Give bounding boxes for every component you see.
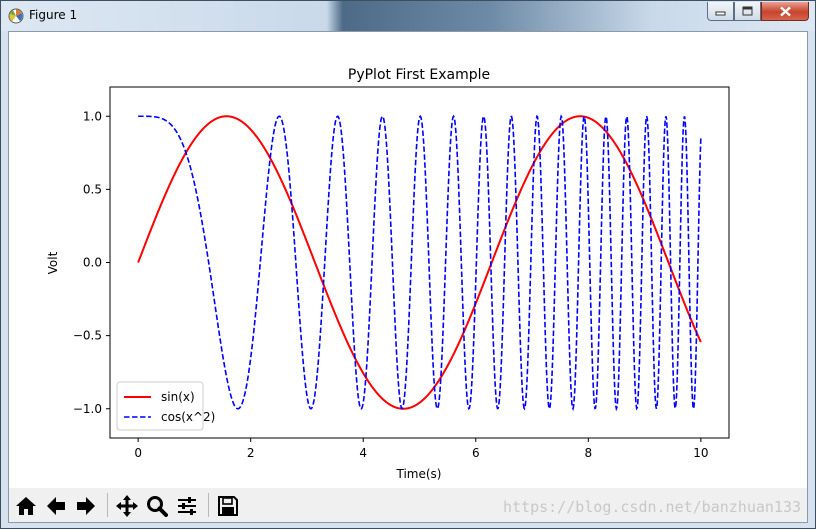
close-button[interactable]	[761, 2, 809, 21]
back-button[interactable]	[42, 492, 70, 520]
x-tick-label: 6	[472, 446, 480, 460]
back-icon	[47, 497, 65, 515]
y-axis-ticks: 1.0 0.5 0.0 −0.5 −1.0	[73, 109, 110, 416]
x-tick-label: 10	[693, 446, 708, 460]
y-tick-label: 0.0	[83, 256, 102, 270]
home-button[interactable]	[12, 492, 40, 520]
legend-box	[116, 381, 204, 431]
home-icon	[16, 497, 36, 515]
legend: sin(x) cos(x^2)	[116, 381, 215, 431]
pan-icon	[116, 495, 138, 517]
x-tick-label: 8	[584, 446, 592, 460]
title-bar[interactable]: Figure 1	[1, 1, 815, 31]
minimize-icon	[715, 11, 726, 15]
save-icon	[218, 496, 238, 516]
maximize-icon	[742, 6, 753, 16]
y-axis-label: Volt	[46, 251, 60, 274]
x-tick-label: 4	[359, 446, 367, 460]
series-line-sin	[137, 115, 702, 410]
configure-subplots-button[interactable]	[173, 492, 201, 520]
y-tick-label: 1.0	[83, 109, 102, 123]
maximize-button[interactable]	[734, 2, 761, 21]
x-axis-ticks: 0 2 4 6 8 10	[134, 438, 709, 460]
watermark-text: https://blog.csdn.net/banzhuan133	[502, 498, 801, 516]
x-axis-label: Time(s)	[396, 467, 442, 481]
zoom-icon	[147, 496, 168, 517]
chart-title: PyPlot First Example	[348, 67, 490, 83]
matplotlib-app-icon	[8, 8, 24, 24]
line-chart: PyPlot First Example 0 2 4 6 8 10 1.0 0.5 0.0 −0…	[46, 67, 730, 481]
save-button[interactable]	[214, 492, 242, 520]
plot-area	[137, 113, 702, 412]
series-line-cos	[138, 113, 702, 412]
navigation-toolbar: https://blog.csdn.net/banzhuan133	[9, 488, 807, 522]
toolbar-separator	[107, 493, 108, 517]
pan-button[interactable]	[113, 492, 141, 520]
window-title: Figure 1	[29, 8, 78, 22]
figure-canvas-area: PyPlot First Example 0 2 4 6 8 10 1.0 0.5 0.0 −0…	[8, 31, 808, 523]
legend-label-sin: sin(x)	[161, 390, 195, 404]
figure-canvas[interactable]: PyPlot First Example 0 2 4 6 8 10 1.0 0.5 0.0 −0…	[9, 32, 807, 488]
legend-label-cos: cos(x^2)	[161, 410, 215, 424]
configure-subplots-icon	[178, 497, 196, 515]
y-tick-label: −1.0	[73, 402, 102, 416]
forward-icon	[77, 497, 95, 515]
toolbar-separator	[208, 493, 209, 517]
zoom-button[interactable]	[143, 492, 171, 520]
x-tick-label: 0	[134, 446, 142, 460]
y-tick-label: 0.5	[83, 182, 102, 196]
close-icon	[779, 6, 791, 16]
y-tick-label: −0.5	[73, 329, 102, 343]
x-tick-label: 2	[247, 446, 255, 460]
forward-button[interactable]	[72, 492, 100, 520]
minimize-button[interactable]	[707, 2, 734, 21]
